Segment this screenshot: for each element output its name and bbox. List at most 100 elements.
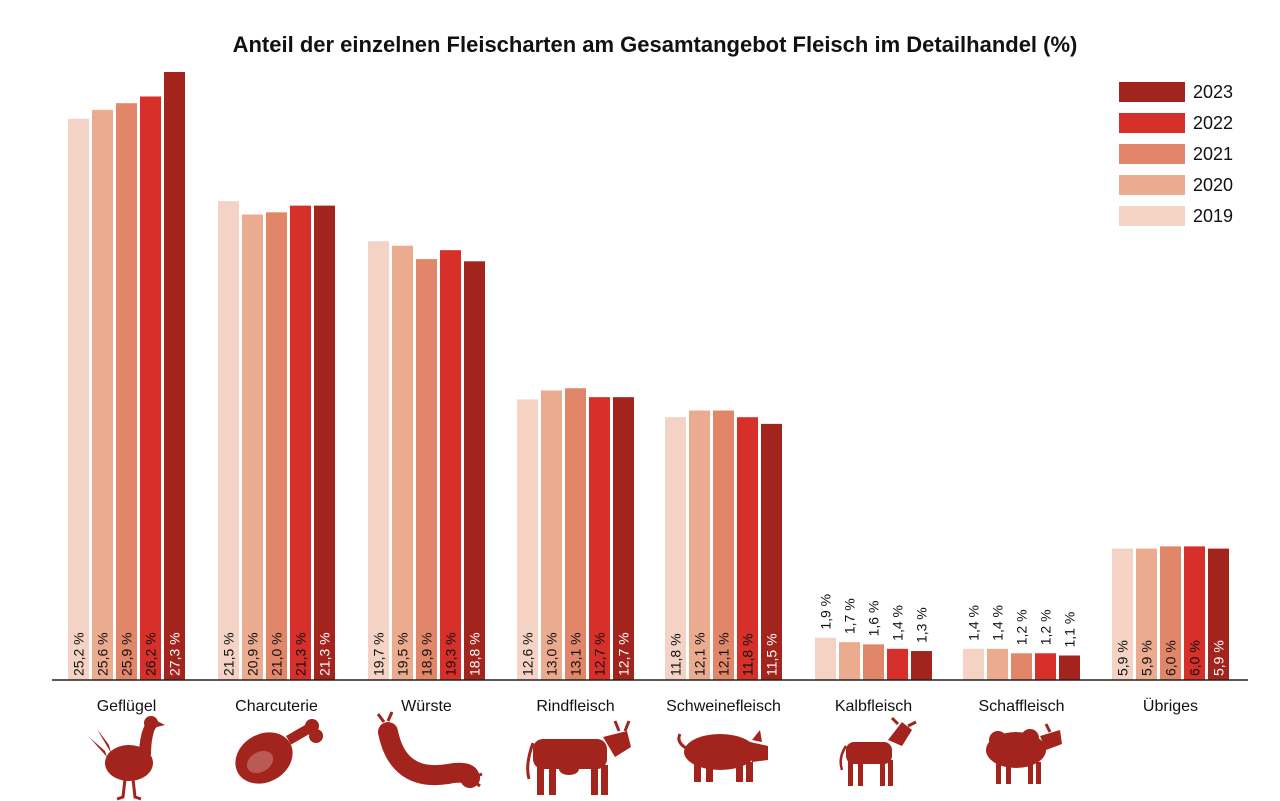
bar-gefluegel-2021	[116, 103, 137, 680]
sausage-icon	[376, 711, 483, 788]
legend-swatch-2020	[1119, 175, 1185, 195]
category-label-uebriges: Übriges	[1143, 697, 1198, 715]
bar-gefluegel-2020	[92, 109, 113, 680]
value-label-schweinefleisch-2021: 12,1 %	[716, 632, 732, 676]
legend-item-2023: 2023	[1119, 82, 1233, 102]
value-label-rindfleisch-2022: 12,7 %	[592, 632, 608, 676]
value-label-schweinefleisch-2023: 11,5 %	[764, 633, 780, 676]
bar-kalbfleisch-2019	[815, 637, 836, 680]
value-label-charcuterie-2023: 21,3 %	[317, 632, 333, 676]
category-label-charcuterie: Charcuterie	[235, 698, 318, 715]
bar-kalbfleisch-2022	[887, 648, 908, 680]
value-label-rindfleisch-2020: 13,0 %	[544, 632, 560, 676]
value-label-schweinefleisch-2020: 12,1 %	[692, 632, 708, 676]
bar-schweinefleisch-2020	[689, 410, 710, 680]
value-label-gefluegel-2021: 25,9 %	[119, 632, 135, 676]
value-label-charcuterie-2019: 21,5 %	[221, 632, 237, 676]
bar-kalbfleisch-2021	[863, 644, 884, 680]
value-label-uebriges-2021: 6,0 %	[1163, 640, 1179, 676]
value-label-gefluegel-2019: 25,2 %	[71, 632, 87, 676]
bar-charcuterie-2020	[242, 214, 263, 681]
bar-wuerste-2019	[368, 241, 389, 680]
bar-uebriges-2020	[1136, 548, 1157, 680]
value-label-schaffleisch-2021: 1,2 %	[1014, 609, 1030, 645]
bar-charcuterie-2023	[314, 205, 335, 680]
cow-icon	[526, 720, 631, 795]
pig-icon	[677, 730, 768, 782]
bar-charcuterie-2022	[290, 205, 311, 680]
category-label-schweinefleisch: Schweinefleisch	[666, 698, 781, 715]
legend-label-2019: 2019	[1193, 206, 1233, 226]
legend-item-2019: 2019	[1119, 206, 1233, 226]
legend-swatch-2023	[1119, 82, 1185, 102]
category-label-wuerste: Würste	[401, 698, 452, 715]
value-label-rindfleisch-2023: 12,7 %	[616, 632, 632, 676]
bar-schweinefleisch-2019	[665, 417, 686, 680]
value-label-charcuterie-2021: 21,0 %	[269, 632, 285, 676]
value-label-kalbfleisch-2023: 1,3 %	[914, 607, 930, 643]
sheep-icon	[986, 723, 1062, 784]
legend-label-2020: 2020	[1193, 175, 1233, 195]
value-label-schweinefleisch-2022: 11,8 %	[740, 633, 756, 676]
legend-swatch-2019	[1119, 206, 1185, 226]
value-label-schaffleisch-2020: 1,4 %	[990, 605, 1006, 641]
value-label-uebriges-2019: 5,9 %	[1115, 640, 1131, 676]
bar-schaffleisch-2022	[1035, 653, 1056, 680]
bar-rindfleisch-2023	[613, 397, 634, 680]
category-label-kalbfleisch: Kalbfleisch	[835, 698, 912, 715]
bar-rindfleisch-2022	[589, 397, 610, 680]
bar-rindfleisch-2019	[517, 399, 538, 680]
bar-schaffleisch-2021	[1011, 653, 1032, 680]
bar-uebriges-2019	[1112, 548, 1133, 680]
bar-schaffleisch-2023	[1059, 655, 1080, 680]
legend-item-2021: 2021	[1119, 144, 1233, 164]
value-label-uebriges-2023: 5,9 %	[1211, 640, 1227, 676]
value-label-uebriges-2022: 6,0 %	[1187, 640, 1203, 676]
value-label-gefluegel-2023: 27,3 %	[167, 632, 183, 676]
calf-icon	[839, 716, 917, 786]
bar-uebriges-2023	[1208, 548, 1229, 680]
bar-wuerste-2020	[392, 245, 413, 680]
bar-schaffleisch-2019	[963, 648, 984, 680]
bar-rindfleisch-2020	[541, 390, 562, 680]
bar-uebriges-2021	[1160, 546, 1181, 680]
bar-charcuterie-2019	[218, 201, 239, 680]
legend-swatch-2021	[1119, 144, 1185, 164]
bar-schweinefleisch-2023	[761, 423, 782, 680]
legend-label-2021: 2021	[1193, 144, 1233, 164]
value-label-schaffleisch-2019: 1,4 %	[966, 605, 982, 641]
bar-wuerste-2023	[464, 261, 485, 680]
ham-icon	[235, 719, 323, 784]
value-label-schweinefleisch-2019: 11,8 %	[668, 633, 684, 676]
value-label-kalbfleisch-2019: 1,9 %	[818, 594, 834, 630]
legend-label-2022: 2022	[1193, 113, 1233, 133]
bar-wuerste-2022	[440, 250, 461, 680]
bar-schaffleisch-2020	[987, 648, 1008, 680]
bar-charcuterie-2021	[266, 212, 287, 681]
legend-swatch-2022	[1119, 113, 1185, 133]
value-label-uebriges-2020: 5,9 %	[1139, 640, 1155, 676]
category-label-schaffleisch: Schaffleisch	[979, 698, 1065, 715]
value-label-schaffleisch-2023: 1,1 %	[1062, 612, 1078, 648]
bar-schweinefleisch-2021	[713, 410, 734, 680]
value-label-charcuterie-2020: 20,9 %	[245, 632, 261, 676]
legend-label-2023: 2023	[1193, 82, 1233, 102]
chart-title: Anteil der einzelnen Fleischarten am Ges…	[233, 32, 1078, 57]
legend-item-2020: 2020	[1119, 175, 1233, 195]
value-label-kalbfleisch-2022: 1,4 %	[890, 605, 906, 641]
value-label-schaffleisch-2022: 1,2 %	[1038, 609, 1054, 645]
value-label-gefluegel-2022: 26,2 %	[143, 632, 159, 676]
value-label-wuerste-2022: 19,3 %	[443, 632, 459, 676]
bar-kalbfleisch-2023	[911, 651, 932, 680]
legend-item-2022: 2022	[1119, 113, 1233, 133]
bar-gefluegel-2022	[140, 96, 161, 680]
value-label-kalbfleisch-2020: 1,7 %	[842, 598, 858, 634]
bar-kalbfleisch-2020	[839, 642, 860, 680]
bar-schweinefleisch-2022	[737, 417, 758, 680]
value-label-rindfleisch-2019: 12,6 %	[520, 632, 536, 676]
category-label-rindfleisch: Rindfleisch	[536, 698, 614, 715]
bar-wuerste-2021	[416, 259, 437, 680]
value-label-charcuterie-2022: 21,3 %	[293, 632, 309, 676]
bar-uebriges-2022	[1184, 546, 1205, 680]
